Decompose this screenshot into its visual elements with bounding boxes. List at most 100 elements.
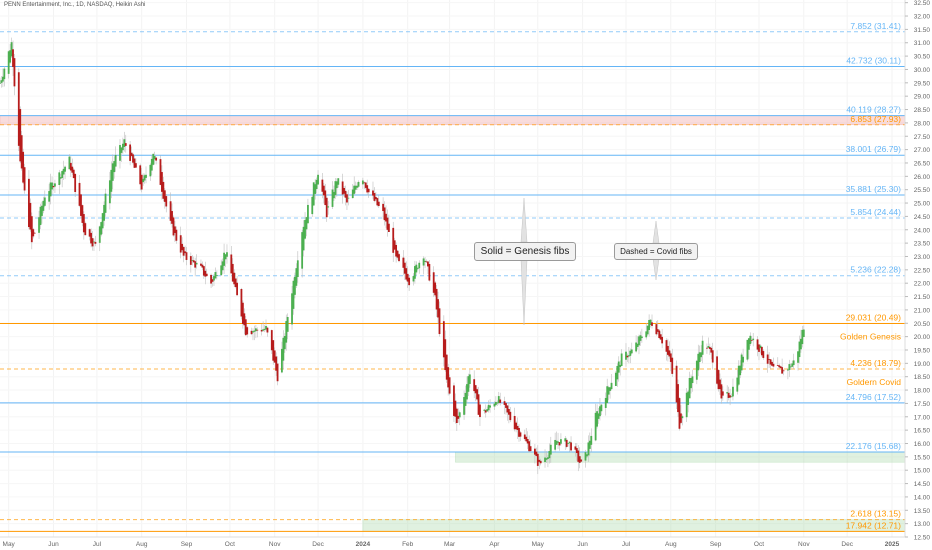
candle-body-157 <box>315 179 318 190</box>
candle-body-379 <box>766 354 769 364</box>
candle-body-264 <box>534 448 536 455</box>
x-tick-label-19: Dec <box>841 541 853 548</box>
candle-body-252 <box>507 408 510 415</box>
candle-body-210 <box>424 260 426 262</box>
candle-body-74 <box>149 164 152 177</box>
candle-body-165 <box>333 191 335 199</box>
candle-body-325 <box>656 329 659 332</box>
pointer-solid <box>520 197 528 326</box>
x-tick-label-8: 2024 <box>356 541 371 548</box>
candle-body-176 <box>354 185 357 190</box>
candle-body-16 <box>30 216 33 243</box>
candle-body-20 <box>39 206 42 226</box>
candle-body-212 <box>427 261 429 267</box>
candle-body-158 <box>317 174 319 185</box>
candle-body-393 <box>792 360 795 366</box>
candle-body-3 <box>3 68 6 80</box>
level-label-7: 5.236 (22.28) <box>850 265 901 275</box>
candle-body-367 <box>740 354 743 371</box>
level-label-9: 4.236 (18.79) <box>850 358 901 368</box>
candle-body-139 <box>281 348 283 373</box>
candle-body-34 <box>68 156 71 170</box>
candle-body-227 <box>457 415 460 419</box>
candle-body-75 <box>150 158 153 171</box>
candle-body-131 <box>263 328 266 331</box>
y-tick-label-13: 26.00 <box>914 174 931 181</box>
y-tick-label-22: 21.50 <box>914 294 931 301</box>
candle-body-309 <box>625 351 627 360</box>
candle-body-216 <box>435 288 438 310</box>
candle-body-73 <box>145 174 147 178</box>
candle-body-88 <box>175 229 178 241</box>
candle-body-87 <box>174 226 176 234</box>
candle-body-354 <box>716 356 718 384</box>
candle-body-389 <box>786 369 789 371</box>
level-label-5: 35.881 (25.30) <box>846 184 901 194</box>
candle-body-351 <box>708 346 711 349</box>
candle-body-41 <box>81 205 84 223</box>
candle-body-278 <box>560 439 562 444</box>
y-tick-label-6: 29.50 <box>914 80 931 87</box>
candle-body-248 <box>499 399 502 403</box>
candle-body-217 <box>437 299 439 318</box>
candle-body-184 <box>372 190 374 196</box>
candle-body-270 <box>545 458 548 460</box>
candle-body-262 <box>528 441 531 452</box>
candle-body-310 <box>626 355 629 358</box>
y-tick-label-36: 14.50 <box>914 481 931 488</box>
y-tick-label-20: 22.50 <box>914 267 931 274</box>
candle-body-359 <box>726 392 729 394</box>
candle-body-253 <box>509 411 512 421</box>
candle-body-196 <box>395 244 398 257</box>
x-tick-label-16: Sep <box>710 541 722 548</box>
annotation-solid-genesis[interactable]: Solid = Genesis fibs <box>474 242 576 261</box>
candle-body-360 <box>727 392 730 398</box>
candle-body-213 <box>428 263 431 281</box>
candle-body-215 <box>434 282 437 296</box>
x-tick-label-2: Jul <box>93 541 102 548</box>
candle-body-180 <box>363 182 366 184</box>
candle-body-43 <box>84 223 87 236</box>
y-tick-label-1: 32.00 <box>914 14 931 21</box>
candle-body-384 <box>776 365 779 366</box>
candle-body-177 <box>356 185 358 188</box>
candle-body-175 <box>353 185 356 194</box>
candle-body-238 <box>479 404 481 418</box>
candle-body-39 <box>78 182 81 206</box>
level-label-1: 42.732 (30.11) <box>846 56 901 66</box>
candle-body-119 <box>240 288 243 317</box>
candle-body-274 <box>554 439 557 450</box>
candle-body-304 <box>614 372 617 386</box>
y-tick-label-23: 21.00 <box>914 307 931 314</box>
candle-body-1 <box>0 80 3 83</box>
candle-body-57 <box>113 161 116 173</box>
candle-body-317 <box>639 335 642 341</box>
candle-body-308 <box>620 353 623 366</box>
candle-body-129 <box>260 329 263 332</box>
candle-body-164 <box>331 189 334 207</box>
candle-body-64 <box>129 144 132 161</box>
candle-body-300 <box>606 386 609 403</box>
candle-body-122 <box>244 319 247 336</box>
candle-body-138 <box>276 363 279 382</box>
level-label-8: 29.031 (20.49) <box>846 313 901 323</box>
candle-body-292 <box>588 440 591 449</box>
candle-body-85 <box>171 211 173 224</box>
candle-body-141 <box>283 336 286 350</box>
candle-body-370 <box>747 338 750 350</box>
candle-body-134 <box>270 330 273 351</box>
level-label-12: 2.618 (13.15) <box>850 509 901 519</box>
y-tick-label-3: 31.00 <box>914 40 931 47</box>
annotation-dashed-covid[interactable]: Dashed = Covid fibs <box>614 243 698 260</box>
candle-body-60 <box>120 147 123 153</box>
candle-body-390 <box>788 364 791 371</box>
y-tick-label-33: 16.00 <box>914 441 931 448</box>
y-tick-label-4: 30.50 <box>914 54 931 61</box>
y-tick-label-18: 23.50 <box>914 241 931 248</box>
candle-body-286 <box>577 450 580 462</box>
candle-body-369 <box>746 339 749 360</box>
candle-body-9 <box>17 72 20 146</box>
candle-body-103 <box>205 273 208 277</box>
candle-body-200 <box>403 262 406 274</box>
